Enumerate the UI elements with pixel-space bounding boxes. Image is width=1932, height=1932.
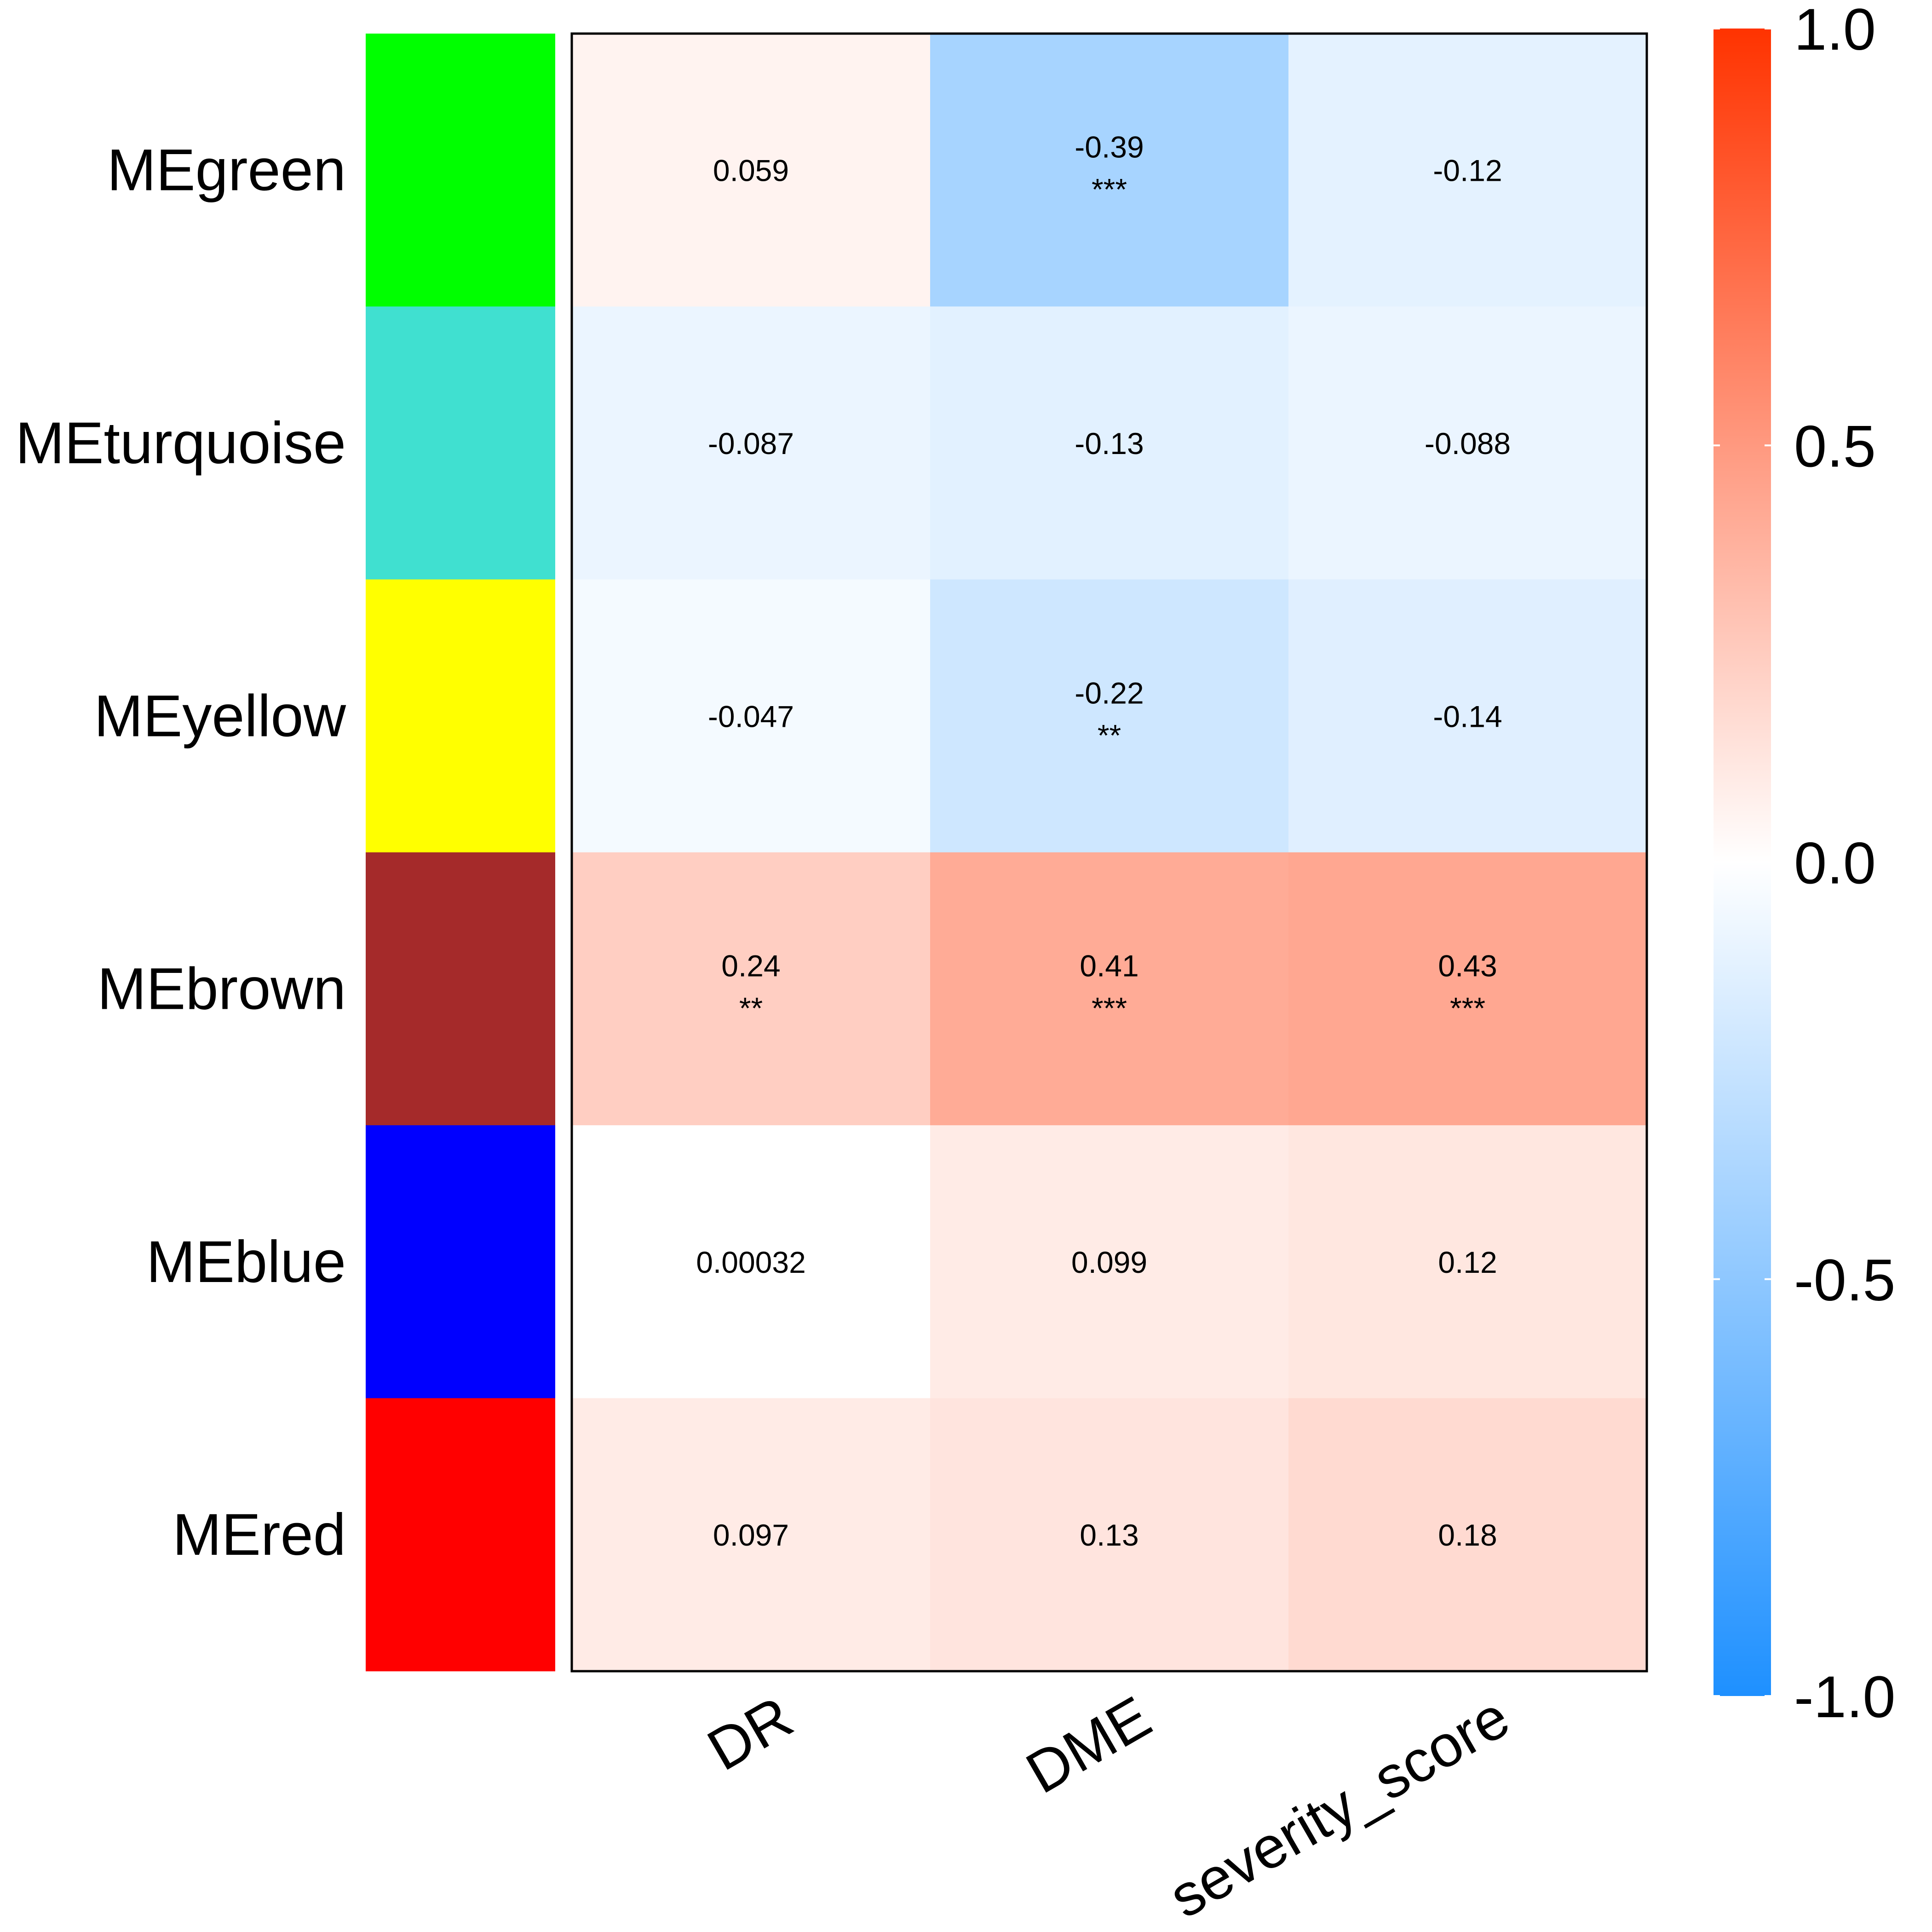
cell-significance-label: **: [1098, 718, 1121, 752]
column-label: DME: [1016, 1684, 1162, 1806]
cell-value-label: -0.22: [1075, 676, 1144, 710]
column-label: DR: [697, 1684, 804, 1783]
row-label: MEyellow: [94, 683, 346, 749]
cell-value-label: -0.14: [1433, 699, 1502, 733]
module-color-bars: [366, 34, 555, 1672]
cell-value-label: 0.059: [713, 154, 789, 188]
row-label: MEturquoise: [15, 410, 346, 476]
cell-value-label: -0.088: [1425, 426, 1511, 460]
heatmap-cells: [572, 34, 1647, 1672]
module-color-bar-MEred: [366, 1398, 555, 1672]
heatmap-cell: [930, 1125, 1289, 1398]
row-label: MEbrown: [97, 956, 346, 1022]
heatmap-cell: [1288, 1125, 1647, 1398]
cell-value-label: 0.24: [721, 949, 780, 983]
module-color-bar-MEturquoise: [366, 306, 555, 580]
cell-value-label: -0.39: [1075, 130, 1144, 164]
color-legend-ticks: 1.0 0.5 0.0 -0.5 -1.0: [1714, 0, 1896, 1730]
cell-value-label: 0.43: [1438, 949, 1497, 983]
cell-value-labels: 0.059 -0.39 *** -0.12 -0.087 -0.13 -0.088 -0.04…: [696, 130, 1511, 1552]
cell-significance-label: **: [739, 991, 763, 1025]
cell-significance-label: ***: [1092, 991, 1127, 1025]
heatmap-cell: [930, 579, 1289, 853]
legend-tick-label: 1.0: [1794, 0, 1876, 63]
heatmap-cell: [1288, 34, 1647, 307]
heatmap-cell: [1288, 579, 1647, 853]
heatmap-cell: [930, 306, 1289, 580]
module-color-bar-MEblue: [366, 1125, 555, 1398]
row-label: MEblue: [146, 1229, 346, 1295]
legend-tick-label: -0.5: [1794, 1248, 1896, 1313]
cell-value-label: 0.12: [1438, 1245, 1497, 1279]
heatmap-border: [570, 32, 1648, 1673]
cell-value-label: -0.13: [1075, 426, 1144, 460]
row-labels: MEgreen MEturquoise MEyellow MEbrown MEblue M…: [15, 138, 346, 1568]
column-label: severity_score: [1158, 1684, 1520, 1930]
legend-tick-label: -1.0: [1794, 1664, 1896, 1730]
legend-tick-label: 0.0: [1794, 831, 1876, 897]
cell-value-label: 0.13: [1080, 1518, 1138, 1552]
row-label: MEgreen: [107, 138, 346, 203]
cell-significance-label: ***: [1092, 172, 1127, 207]
color-legend: 1.0 0.5 0.0 -0.5 -1.0: [1714, 0, 1896, 1730]
cell-significance-label: ***: [1450, 991, 1485, 1025]
cell-value-label: -0.047: [708, 699, 794, 733]
cell-value-label: 0.097: [713, 1518, 789, 1552]
module-color-bar-MEyellow: [366, 579, 555, 853]
cell-value-label: 0.18: [1438, 1518, 1497, 1552]
heatmap-cell: [1288, 1398, 1647, 1672]
heatmap-cell: [572, 579, 931, 853]
module-color-bar-MEgreen: [366, 34, 555, 307]
heatmap-cell: [572, 34, 931, 307]
color-legend-bar: [1714, 29, 1771, 1696]
cell-value-label: -0.12: [1433, 154, 1502, 188]
legend-tick-label: 0.5: [1794, 414, 1876, 479]
heatmap-cell: [572, 306, 931, 580]
cell-value-label: -0.087: [708, 426, 794, 460]
row-label: MEred: [172, 1502, 346, 1568]
heatmap-cell: [1288, 852, 1647, 1126]
module-color-bar-MEbrown: [366, 852, 555, 1126]
heatmap-cell: [572, 852, 931, 1126]
heatmap-cell: [930, 852, 1289, 1126]
heatmap-cell: [930, 1398, 1289, 1672]
heatmap-cell: [930, 34, 1289, 307]
cell-value-label: 0.00032: [696, 1245, 806, 1279]
cell-value-label: 0.099: [1071, 1245, 1147, 1279]
heatmap-cell: [572, 1398, 931, 1672]
cell-value-label: 0.41: [1080, 949, 1138, 983]
heatmap-cell: [1288, 306, 1647, 580]
heatmap-cell: [572, 1125, 931, 1398]
